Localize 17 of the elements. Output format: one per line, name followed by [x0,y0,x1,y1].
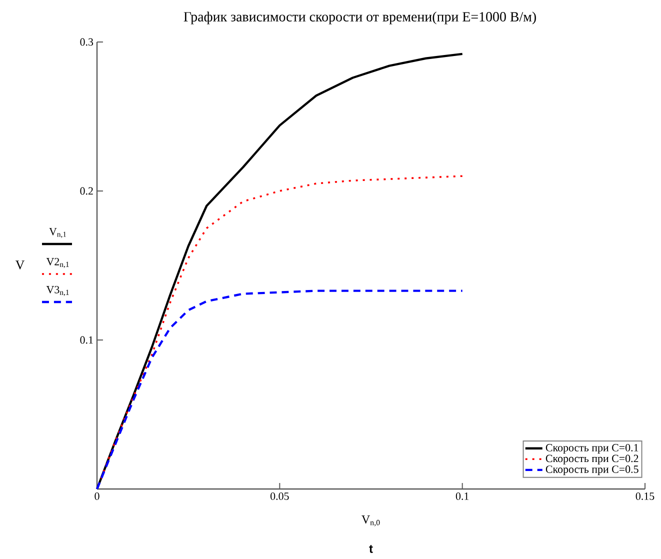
chart-title: График зависимости скорости от времени(при E=1000 В/м) [184,12,536,24]
x-tick-label: 0.05 [270,492,289,500]
text: t [369,545,373,553]
y-axis-title: V [15,260,25,270]
y-tick-label: 0.2 [80,187,93,195]
y-tick-label: 0.3 [80,38,94,46]
text: V2$_{n,1}$ [46,258,69,268]
legend-label: Скорость при C=0.5 [546,466,638,476]
x-axis-title: V$_{n,0}$ [362,516,380,526]
legend-label: Скорость при C=0.2 [546,454,638,464]
x-tick-label: 0.1 [456,492,469,500]
legend-label: Скорость при C=0.1 [546,444,638,454]
text: V$_{n,1}$ [49,228,66,238]
x-tick-label: 0 [94,492,100,500]
text: V3$_{n,1}$ [46,286,69,296]
x-tick-label: 0.15 [636,492,654,500]
y-tick-label: 0.1 [80,336,93,344]
